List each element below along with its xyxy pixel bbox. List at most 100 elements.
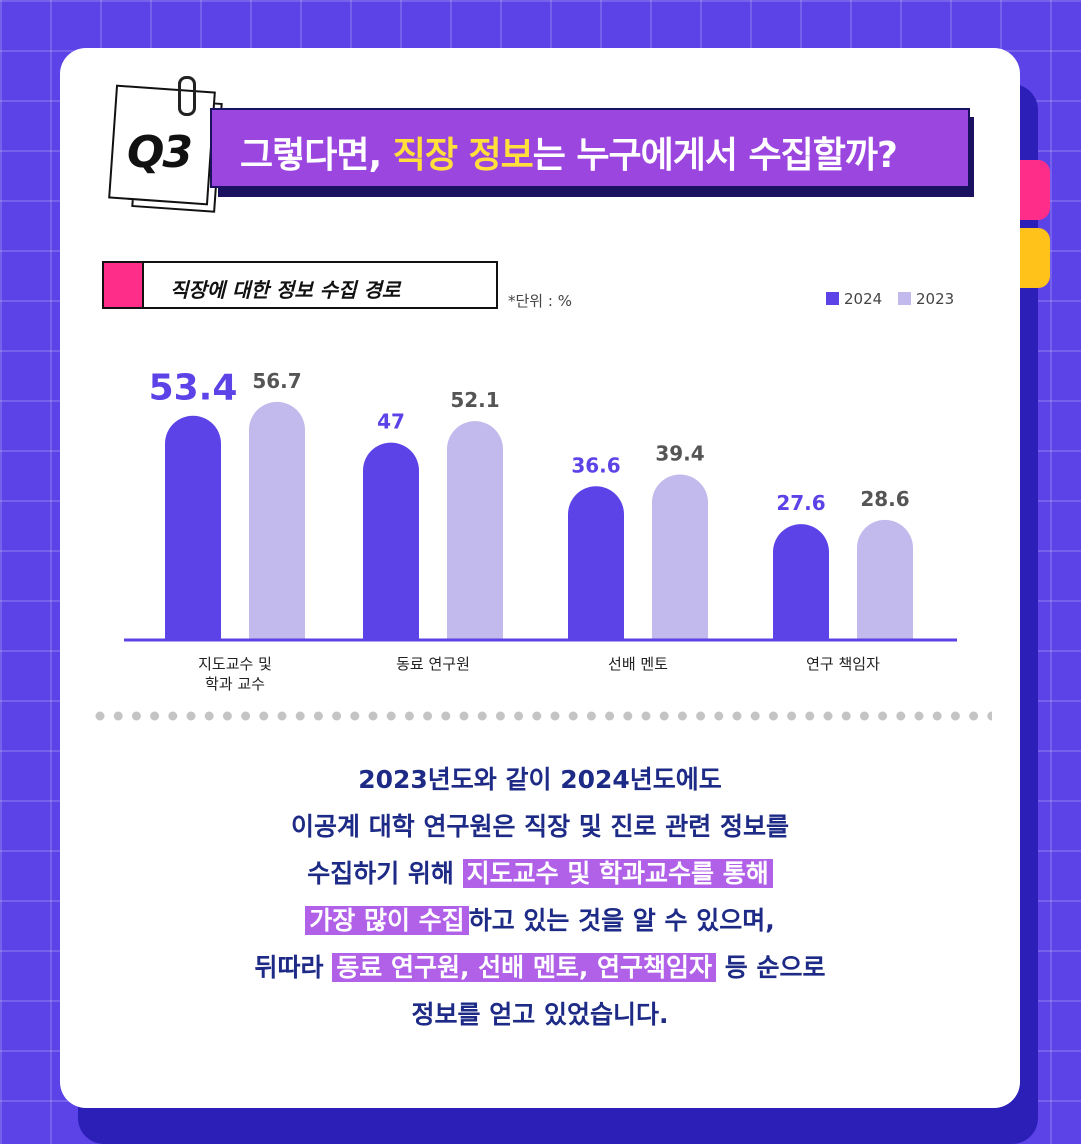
divider-dot xyxy=(750,711,760,721)
legend-label-2024: 2024 xyxy=(844,290,883,308)
divider-dot xyxy=(186,711,196,721)
bar-2023-1 xyxy=(447,421,503,640)
value-label-2024-2: 36.6 xyxy=(571,453,620,477)
value-label-2024-0: 53.4 xyxy=(149,368,238,409)
value-label-2023-1: 52.1 xyxy=(450,388,499,412)
divider-dot xyxy=(277,711,287,721)
question-number: Q3 xyxy=(127,127,193,178)
divider-dot xyxy=(568,711,578,721)
divider-dot xyxy=(95,711,105,721)
divider-dot xyxy=(859,711,869,721)
bar-2024-0 xyxy=(165,415,221,640)
title-pre: 그렇다면, xyxy=(240,135,393,176)
bar-2023-0 xyxy=(249,401,305,640)
divider-dot xyxy=(987,711,992,721)
unit-note: *단위 : % xyxy=(508,292,572,310)
divider-dot xyxy=(131,711,141,721)
divider-dot xyxy=(404,711,414,721)
paperclip-icon xyxy=(178,76,196,116)
divider-dot xyxy=(641,711,651,721)
title-post: 는 누구에게서 수집할까? xyxy=(532,135,898,176)
divider-dot xyxy=(459,711,469,721)
divider-dot xyxy=(423,711,433,721)
value-label-2023-3: 28.6 xyxy=(860,487,909,511)
divider-dot xyxy=(805,711,815,721)
divider-dot xyxy=(204,711,214,721)
category-label-1: 동료 연구원 xyxy=(396,655,470,673)
legend-label-2023: 2023 xyxy=(916,290,955,308)
legend-item-2023: 2023 xyxy=(898,290,954,308)
divider-dot xyxy=(550,711,560,721)
divider-dot xyxy=(332,711,342,721)
chart-label-box: 직장에 대한 정보 수집 경로 xyxy=(102,261,498,309)
divider-dot xyxy=(787,711,797,721)
summary-line-1: 2023년도와 같이 2024년도에도 xyxy=(358,765,722,794)
summary-5-highlight: 동료 연구원, 선배 멘토, 연구책임자 xyxy=(332,953,717,982)
summary-5-post: 등 순으로 xyxy=(716,953,826,982)
divider-dot xyxy=(659,711,669,721)
category-label-0: 지도교수 및 학과 교수 xyxy=(198,655,272,693)
divider-dot xyxy=(259,711,269,721)
divider-dot xyxy=(732,711,742,721)
divider-dot xyxy=(477,711,487,721)
divider-dot xyxy=(350,711,360,721)
bar-2024-2 xyxy=(568,486,624,640)
bar-2024-3 xyxy=(773,524,829,640)
bar-2023-2 xyxy=(652,474,708,640)
summary-line-2: 이공계 대학 연구원은 직장 및 진로 관련 정보를 xyxy=(291,812,789,841)
bar-2024-1 xyxy=(363,442,419,640)
divider-dot xyxy=(677,711,687,721)
divider-dot xyxy=(932,711,942,721)
chart-label: 직장에 대한 정보 수집 경로 xyxy=(170,278,401,302)
summary-line-6: 정보를 얻고 있었습니다. xyxy=(411,1000,669,1029)
divider-dot xyxy=(168,711,178,721)
divider-dot xyxy=(113,711,123,721)
divider-dot xyxy=(605,711,615,721)
divider-dot xyxy=(914,711,924,721)
divider-dot xyxy=(241,711,251,721)
divider-dot xyxy=(969,711,979,721)
summary-4-post: 하고 있는 것을 알 수 있으며, xyxy=(468,906,775,935)
summary-line-5: 뒤따라 동료 연구원, 선배 멘토, 연구책임자 등 순으로 xyxy=(60,944,1020,991)
summary-5-pre: 뒤따라 xyxy=(254,953,333,982)
divider-dot xyxy=(150,711,160,721)
divider-dot xyxy=(878,711,888,721)
legend-swatch-2023 xyxy=(898,292,911,305)
category-label-3: 연구 책임자 xyxy=(806,655,880,673)
value-label-2024-3: 27.6 xyxy=(776,491,825,515)
page-title: 그렇다면, 직장 정보는 누구에게서 수집할까? xyxy=(240,126,898,178)
divider-dot xyxy=(313,711,323,721)
divider-dot xyxy=(495,711,505,721)
divider-dot xyxy=(696,711,706,721)
divider-dot xyxy=(386,711,396,721)
summary-line-3: 수집하기 위해 지도교수 및 학과교수를 통해 xyxy=(60,850,1020,897)
divider-dot xyxy=(714,711,724,721)
divider-dot xyxy=(768,711,778,721)
bar-chart: 53.4 56.7 지도교수 및 학과 교수 47 52.1 동료 연구원 36.6 39.4 선… xyxy=(124,368,957,693)
title-highlight: 직장 정보 xyxy=(392,135,534,176)
divider-dot xyxy=(532,711,542,721)
dotted-divider xyxy=(95,711,992,721)
divider-dot xyxy=(368,711,378,721)
summary-text: 2023년도와 같이 2024년도에도 이공계 대학 연구원은 직장 및 진로 … xyxy=(60,756,1020,1038)
divider-dot xyxy=(623,711,633,721)
summary-3-pre: 수집하기 위해 xyxy=(307,859,463,888)
value-label-2023-0: 56.7 xyxy=(252,369,301,393)
divider-dot xyxy=(222,711,232,721)
divider-dot xyxy=(295,711,305,721)
bar-2023-3 xyxy=(857,519,913,640)
legend-item-2024: 2024 xyxy=(826,290,882,308)
divider-dot xyxy=(514,711,524,721)
divider-dot xyxy=(841,711,851,721)
legend-swatch-2024 xyxy=(826,292,839,305)
divider-dot xyxy=(586,711,596,721)
value-label-2023-2: 39.4 xyxy=(655,442,704,466)
divider-dot xyxy=(950,711,960,721)
title-bar xyxy=(210,108,970,188)
summary-3-highlight: 지도교수 및 학과교수를 통해 xyxy=(462,859,773,888)
divider-dot xyxy=(896,711,906,721)
category-label-2: 선배 멘토 xyxy=(608,655,668,673)
divider-dot xyxy=(441,711,451,721)
summary-line-4: 가장 많이 수집 하고 있는 것을 알 수 있으며, xyxy=(60,897,1020,944)
divider-dot xyxy=(823,711,833,721)
